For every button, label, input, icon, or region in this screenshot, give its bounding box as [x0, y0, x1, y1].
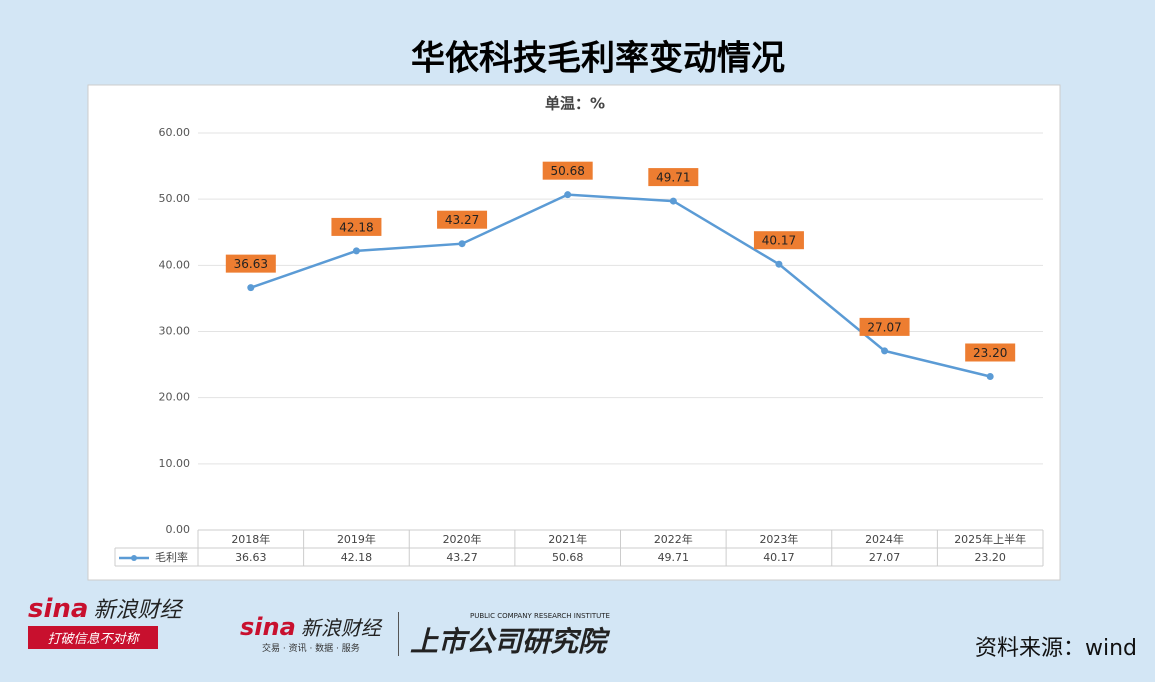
brand: sina	[28, 594, 89, 624]
data-label: 40.17	[762, 234, 796, 248]
table-value: 27.07	[869, 551, 901, 564]
legend-swatch-marker	[131, 555, 137, 561]
institute-logo: PUBLIC COMPANY RESEARCH INSTITUTE 上市公司研究…	[410, 612, 610, 660]
x-tick-label: 2023年	[759, 532, 798, 546]
x-tick-label: 2019年	[337, 532, 376, 546]
data-point	[564, 191, 572, 199]
data-point	[881, 347, 889, 355]
brand-name: 新浪财经	[300, 616, 381, 640]
data-label: 42.18	[339, 220, 373, 234]
chart-subtitle: 单温：%	[545, 95, 605, 113]
data-label: 43.27	[445, 213, 479, 227]
data-label-box	[859, 317, 910, 336]
logo-2: sina 新浪财经 交易 · 资讯 · 数据 · 服务	[240, 612, 381, 654]
y-tick-label: 50.00	[159, 192, 191, 205]
plot-panel	[87, 84, 1061, 581]
divider	[398, 612, 399, 656]
data-label-box	[648, 168, 699, 187]
data-point	[775, 260, 783, 268]
y-tick-label: 0.00	[166, 523, 191, 536]
institute-en: PUBLIC COMPANY RESEARCH INSTITUTE	[470, 612, 610, 620]
data-label: 50.68	[551, 164, 585, 178]
y-tick-label: 40.00	[159, 258, 191, 271]
x-tick-label: 2022年	[654, 532, 693, 546]
data-label-box	[437, 210, 488, 229]
table-value: 50.68	[552, 551, 584, 564]
series-line	[250, 193, 991, 378]
chart-title: 华依科技毛利率变动情况	[411, 39, 785, 79]
data-point	[352, 247, 360, 255]
data-point	[669, 197, 677, 205]
x-tick-label: 2020年	[443, 532, 482, 546]
y-tick-label: 30.00	[159, 325, 191, 338]
data-label: 49.71	[656, 171, 690, 185]
data-label-box	[753, 231, 804, 250]
table-value: 49.71	[658, 551, 690, 564]
table-value: 23.20	[974, 551, 1006, 564]
data-label: 27.07	[867, 320, 901, 334]
table-value: 36.63	[235, 551, 267, 564]
slogan: 打破信息不对称	[28, 626, 158, 649]
data-point	[986, 372, 994, 380]
table-value: 43.27	[446, 551, 478, 564]
x-tick-label: 2021年	[548, 532, 587, 546]
y-tick-label: 20.00	[159, 391, 191, 404]
source: 资料来源：wind	[974, 636, 1137, 661]
data-point	[458, 240, 466, 248]
data-label-box	[331, 217, 382, 236]
institute: 上市公司研究院	[410, 625, 607, 658]
data-label-box	[225, 254, 276, 273]
chart: 华依科技毛利率变动情况 单温：% 0.00 10.00 20.00 30.00 40.0…	[87, 39, 1061, 581]
x-tick-label: 2025年上半年	[954, 532, 1026, 546]
legend-label: 毛利率	[155, 550, 188, 564]
x-tick-label: 2024年	[865, 532, 904, 546]
services: 交易 · 资讯 · 数据 · 服务	[262, 644, 360, 654]
logo-1: sina 新浪财经 打破信息不对称	[28, 592, 182, 649]
brand-name: 新浪财经	[93, 598, 182, 623]
data-label: 23.20	[973, 346, 1007, 360]
y-tick-label: 60.00	[159, 126, 191, 139]
y-tick-label: 10.00	[159, 457, 191, 470]
table-value: 40.17	[763, 551, 795, 564]
table-value: 42.18	[341, 551, 373, 564]
data-label-box	[965, 343, 1016, 362]
data-label: 36.63	[234, 257, 268, 271]
brand: sina	[240, 613, 296, 641]
x-tick-label: 2018年	[231, 532, 270, 546]
data-label-box	[542, 161, 593, 180]
data-point	[247, 284, 255, 292]
